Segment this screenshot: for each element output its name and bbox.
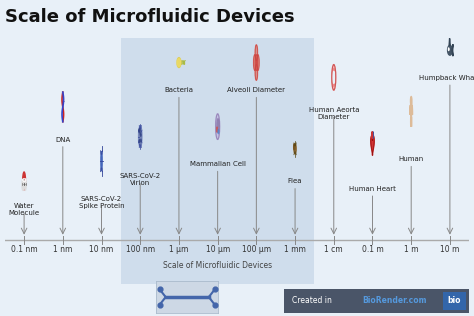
Polygon shape [452, 44, 453, 56]
Circle shape [255, 55, 257, 70]
Polygon shape [371, 136, 374, 155]
Point [155, 302, 163, 307]
Circle shape [333, 71, 335, 83]
Circle shape [255, 45, 257, 61]
Text: 1 μm: 1 μm [169, 245, 189, 254]
Circle shape [255, 64, 257, 80]
Circle shape [410, 97, 412, 106]
Point [155, 287, 163, 292]
Text: Created in: Created in [292, 296, 334, 306]
Text: 100 μm: 100 μm [242, 245, 271, 254]
Text: 100 nm: 100 nm [126, 245, 155, 254]
Text: Flea: Flea [288, 179, 302, 185]
Circle shape [25, 179, 26, 190]
Text: 0.1 nm: 0.1 nm [11, 245, 37, 254]
Ellipse shape [294, 144, 296, 154]
Point [211, 302, 219, 307]
Text: DNA: DNA [55, 137, 71, 143]
Text: 1 m: 1 m [404, 245, 419, 254]
Circle shape [22, 179, 24, 190]
Text: Alveoli Diameter: Alveoli Diameter [228, 87, 285, 93]
Text: Human: Human [399, 156, 424, 162]
Text: SARS-CoV-2
Virion: SARS-CoV-2 Virion [119, 173, 161, 186]
Circle shape [332, 64, 336, 90]
Text: 1 cm: 1 cm [325, 245, 343, 254]
Ellipse shape [372, 131, 373, 138]
Ellipse shape [447, 45, 452, 55]
Text: H: H [24, 183, 27, 187]
Text: Scale of Microfluidic Devices: Scale of Microfluidic Devices [163, 261, 272, 270]
Circle shape [216, 114, 219, 139]
Text: 0.1 m: 0.1 m [362, 245, 383, 254]
Circle shape [254, 55, 256, 70]
Text: Mammalian Cell: Mammalian Cell [190, 161, 246, 167]
Circle shape [217, 119, 219, 133]
Circle shape [138, 126, 142, 147]
Text: Human Heart: Human Heart [349, 186, 396, 192]
Circle shape [139, 128, 142, 145]
Text: SARS-CoV-2
Spike Protein: SARS-CoV-2 Spike Protein [79, 196, 124, 209]
Text: H: H [21, 183, 24, 187]
Text: Water
Molecule: Water Molecule [9, 203, 40, 216]
Text: 10 μm: 10 μm [206, 245, 230, 254]
Ellipse shape [294, 144, 295, 150]
Text: 1 nm: 1 nm [53, 245, 73, 254]
Circle shape [332, 69, 335, 86]
Text: BioRender.com: BioRender.com [362, 296, 427, 306]
Text: 1 mm: 1 mm [284, 245, 306, 254]
Ellipse shape [177, 58, 181, 68]
Ellipse shape [177, 59, 181, 66]
Point [211, 287, 219, 292]
FancyBboxPatch shape [121, 38, 314, 284]
Text: Human Aeorta
Diameter: Human Aeorta Diameter [309, 107, 359, 120]
Polygon shape [449, 39, 450, 45]
Ellipse shape [101, 151, 102, 171]
Circle shape [217, 127, 218, 132]
Circle shape [256, 55, 259, 70]
Text: Humpback Whale: Humpback Whale [419, 75, 474, 81]
Text: 10 m: 10 m [440, 245, 460, 254]
Ellipse shape [410, 103, 412, 117]
Text: 10 nm: 10 nm [90, 245, 114, 254]
Text: Scale of Microfluidic Devices: Scale of Microfluidic Devices [5, 8, 294, 26]
Circle shape [23, 172, 26, 190]
Circle shape [218, 130, 219, 134]
Text: Bacteria: Bacteria [164, 87, 193, 93]
Text: O: O [22, 178, 27, 183]
Text: bio: bio [448, 296, 461, 306]
FancyBboxPatch shape [443, 291, 465, 310]
